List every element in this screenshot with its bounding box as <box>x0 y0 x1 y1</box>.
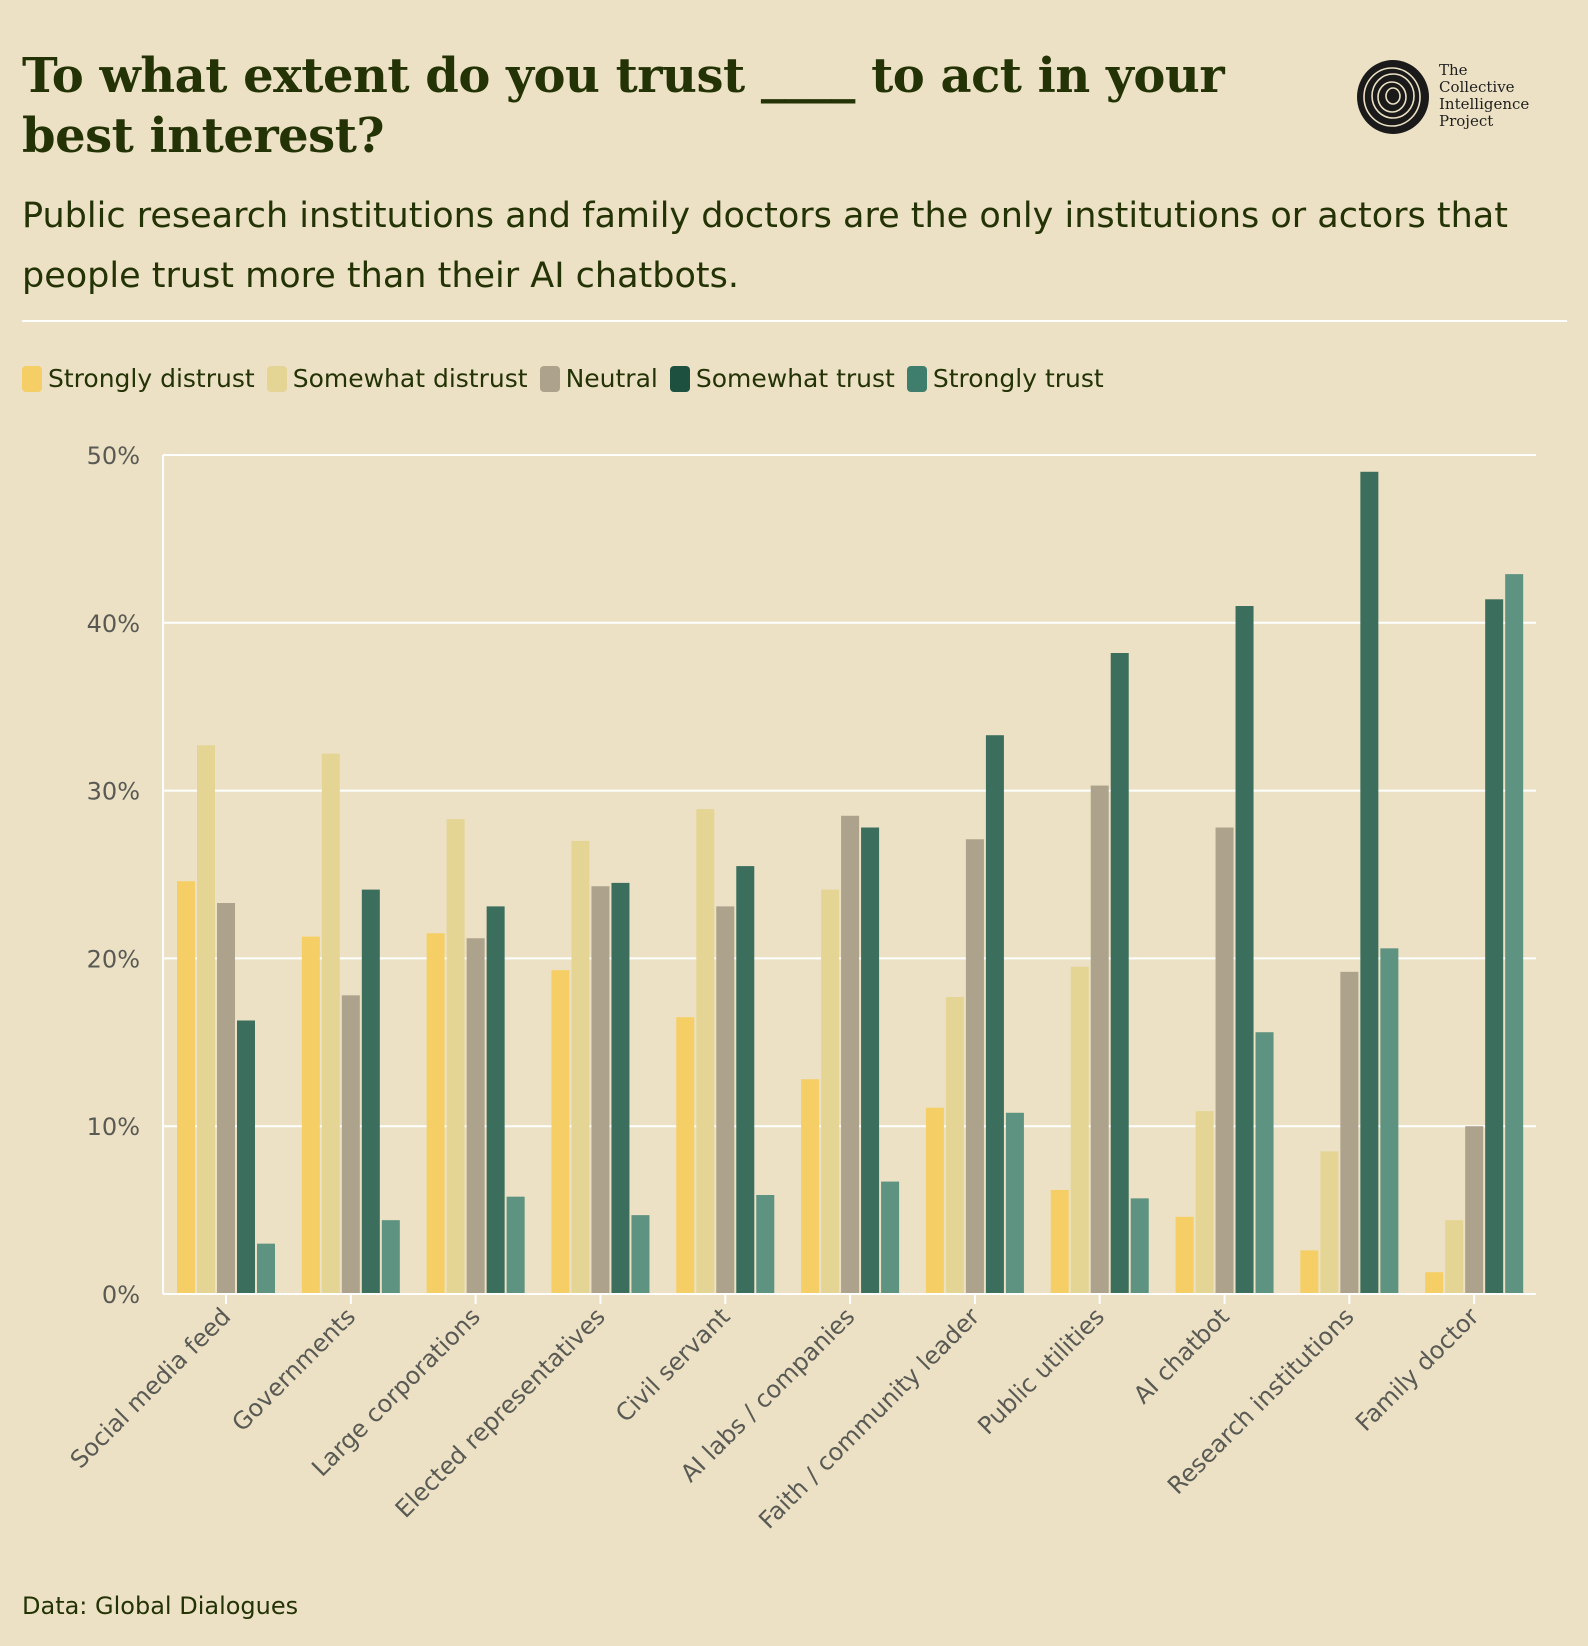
bar <box>1090 785 1109 1294</box>
bar <box>736 866 755 1294</box>
bar <box>716 906 735 1294</box>
legend-swatch <box>539 365 560 392</box>
bar <box>1110 653 1129 1294</box>
y-tick-label: 10% <box>87 1113 140 1141</box>
bar <box>1005 1112 1024 1294</box>
logo-line: The <box>1439 61 1468 79</box>
chart-legend: Strongly distrust Somewhat distrust Neutra… <box>22 364 1116 393</box>
bar <box>1215 827 1234 1294</box>
bar-chart: 0% 10% 20% 30% 40% 50% Social media feedGovern… <box>65 442 1536 1534</box>
bar <box>1175 1216 1194 1294</box>
bar <box>426 933 445 1294</box>
x-tick-label: Elected representatives <box>390 1302 611 1523</box>
x-tick-label: Public utilities <box>972 1302 1110 1440</box>
bar <box>1320 1151 1339 1294</box>
bar <box>237 1020 255 1294</box>
bar <box>611 882 630 1294</box>
bar <box>1235 606 1254 1294</box>
bar <box>676 1017 695 1294</box>
bar <box>446 819 465 1294</box>
legend-label: Strongly distrust <box>48 364 255 393</box>
y-tick-label: 0% <box>102 1281 140 1309</box>
bar <box>551 970 570 1294</box>
y-tick-label: 20% <box>87 945 140 973</box>
legend-swatch <box>22 365 42 392</box>
bar <box>1360 471 1379 1294</box>
bar <box>881 1181 900 1294</box>
legend-swatch <box>266 365 287 392</box>
bar <box>361 889 380 1294</box>
y-tick-label: 40% <box>87 610 140 638</box>
legend-item: Strongly distrust <box>22 364 255 393</box>
legend-swatch <box>906 365 927 392</box>
bar <box>1380 948 1399 1294</box>
bar <box>925 1107 944 1294</box>
legend-label: Somewhat trust <box>695 364 895 393</box>
bar <box>341 995 360 1294</box>
bar <box>801 1079 820 1294</box>
bar <box>696 809 715 1294</box>
bar <box>1050 1189 1069 1294</box>
logo: The Collective Intelligence Project <box>1355 58 1545 138</box>
bar <box>965 839 984 1294</box>
bar <box>1340 971 1359 1294</box>
legend-item: Somewhat distrust <box>266 364 528 393</box>
x-tick-label: Civil servant <box>610 1302 735 1427</box>
legend-item: Strongly trust <box>906 364 1104 393</box>
bar <box>631 1215 650 1294</box>
bar <box>945 996 964 1294</box>
bar <box>381 1220 400 1294</box>
bar <box>756 1194 775 1294</box>
bar <box>571 840 590 1294</box>
bar <box>1485 599 1504 1294</box>
legend-swatch <box>669 365 690 392</box>
bar <box>466 938 485 1294</box>
legend-label: Somewhat distrust <box>292 364 528 393</box>
bar <box>1465 1126 1484 1294</box>
chart-title: To what extent do you trust ____ to act … <box>22 48 1225 164</box>
x-tick-label: AI chatbot <box>1128 1302 1235 1409</box>
bar <box>217 903 235 1294</box>
y-tick-label: 30% <box>87 778 140 806</box>
x-tick-label: Family doctor <box>1350 1302 1484 1436</box>
bar <box>257 1243 275 1294</box>
logo-line: Project <box>1439 112 1494 130</box>
bar <box>301 936 320 1294</box>
bar <box>197 745 215 1294</box>
bar <box>1130 1198 1149 1294</box>
bar <box>841 815 860 1294</box>
chart-subtitle: Public research institutions and family … <box>22 196 1508 296</box>
bar <box>821 889 840 1294</box>
bar <box>1070 966 1089 1294</box>
x-tick-label: Governments <box>227 1302 361 1436</box>
bar <box>985 735 1004 1294</box>
bar <box>1255 1032 1274 1294</box>
logo-wordmark: The Collective Intelligence Project <box>1439 62 1549 130</box>
header-divider <box>22 320 1567 322</box>
legend-label: Neutral <box>565 364 658 393</box>
bar <box>321 753 340 1294</box>
bar <box>1445 1220 1464 1294</box>
x-tick-label: Social media feed <box>65 1302 236 1473</box>
legend-label: Strongly trust <box>932 364 1104 393</box>
bar <box>591 886 610 1294</box>
data-source: Data: Global Dialogues <box>22 1592 299 1620</box>
bar <box>506 1196 525 1294</box>
bar <box>177 881 195 1294</box>
logo-line: Intelligence <box>1439 95 1530 113</box>
bar <box>1425 1272 1444 1294</box>
logo-rings-icon <box>1357 60 1429 134</box>
y-tick-label: 50% <box>87 442 140 470</box>
bar <box>1505 574 1524 1294</box>
bar <box>1300 1250 1319 1294</box>
legend-item: Neutral <box>539 364 658 393</box>
bar <box>861 827 880 1294</box>
logo-line: Collective <box>1439 78 1515 96</box>
bar <box>486 906 505 1294</box>
x-tick-label: Faith / community leader <box>753 1302 985 1534</box>
legend-item: Somewhat trust <box>669 364 895 393</box>
bar <box>1195 1111 1214 1294</box>
